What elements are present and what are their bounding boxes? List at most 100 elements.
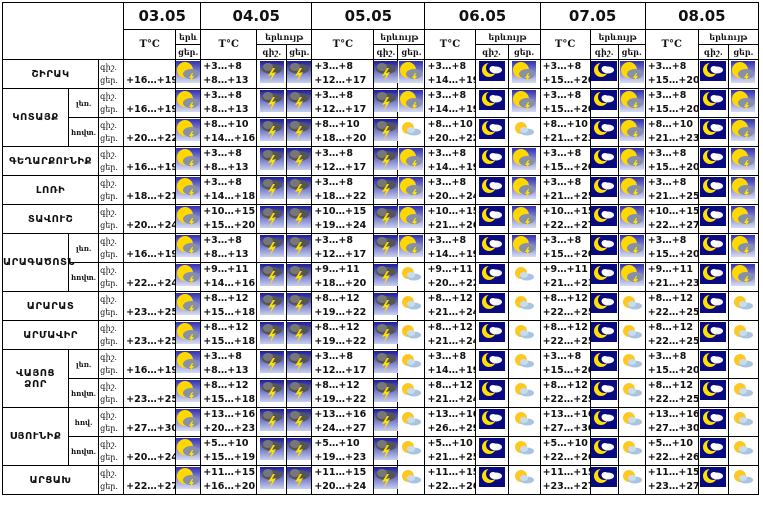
day-temp: +16…+19 bbox=[126, 365, 176, 376]
day-weather-icon-cell bbox=[727, 204, 760, 234]
table-row: ՍՅՈՒՆԻՔ հով. գիշ. ցեր. +27…+30 +13…+16 +20…+23… bbox=[1, 407, 760, 466]
temperature-cell: +3…+8 +15…+20 bbox=[644, 88, 699, 118]
temperature-cell: +3…+8 +15…+20 bbox=[539, 349, 591, 379]
table-row: ԿՈՏԱՅՔ լեռ. գիշ. ցեր. +16…+19 +3…+8 +8…+13 +3…+… bbox=[1, 88, 760, 147]
night-weather-icon-cell bbox=[589, 88, 619, 118]
sun-cloud-icon bbox=[731, 325, 755, 346]
day-label: ցեր. bbox=[100, 482, 118, 491]
day-weather-icon-cell bbox=[286, 407, 313, 437]
sun-storm-icon bbox=[176, 90, 201, 116]
sun-cloud-icon bbox=[620, 296, 644, 317]
night-temp: +3…+8 bbox=[314, 351, 353, 362]
temperature-cell: +9…+11 +14…+16 bbox=[200, 262, 258, 292]
temperature-cell: +8…+12 +15…+18 bbox=[200, 378, 258, 408]
day-weather-icon-cell bbox=[175, 88, 202, 118]
moon-cloud-icon bbox=[700, 177, 727, 201]
day-weather-icon-cell bbox=[617, 465, 646, 495]
day-temp: +14…+16 bbox=[203, 278, 256, 289]
moon-cloud-icon bbox=[591, 61, 618, 85]
table-row: ԱՐԱՐԱՏ գիշ. ցեր. +23…+25 +8…+12 +15…+18 +8…+12… bbox=[1, 291, 760, 321]
day-weather-icon-cell bbox=[286, 117, 313, 147]
night-temp: +3…+8 bbox=[542, 148, 582, 159]
day-temp: +14…+16 bbox=[203, 133, 256, 144]
date-header: 04.05 bbox=[200, 2, 313, 30]
sun-storm-icon bbox=[619, 148, 644, 174]
day-temp: +20…+23 bbox=[203, 423, 256, 434]
day-weather-icon-cell bbox=[286, 436, 313, 466]
temperature-cell: +10…+15 +22…+27 bbox=[644, 204, 699, 234]
moon-cloud-icon bbox=[700, 148, 727, 172]
night-temp: +8…+10 bbox=[427, 119, 473, 130]
daypart-labels: գիշ. ցեր. bbox=[98, 465, 125, 495]
night-temp: +3…+8 bbox=[647, 148, 687, 159]
sun-storm-icon bbox=[176, 177, 201, 203]
night-weather-icon-cell bbox=[474, 349, 509, 379]
day-temp: +22…+26 bbox=[647, 452, 699, 463]
day-temp: +18…+20 bbox=[314, 278, 367, 289]
day-weather-icon-cell bbox=[507, 146, 541, 176]
day-weather-icon-cell bbox=[175, 436, 202, 466]
day-weather-icon-cell bbox=[175, 465, 202, 495]
day-temp: +22…+25 bbox=[647, 336, 699, 347]
night-weather-icon-cell bbox=[697, 233, 729, 263]
moon-cloud-icon bbox=[591, 409, 618, 433]
subregion-label: լեռ. bbox=[68, 349, 100, 379]
temperature-header: T°C bbox=[644, 29, 699, 60]
night-temp: +8…+10 bbox=[314, 119, 360, 130]
day-temp: +8…+13 bbox=[203, 162, 249, 173]
moon-cloud-icon bbox=[478, 206, 505, 230]
temperature-cell: +11…+15 +16…+20 bbox=[200, 465, 258, 495]
day-weather-icon-cell bbox=[397, 233, 426, 263]
night-weather-icon-cell bbox=[589, 349, 619, 379]
night-weather-icon-cell bbox=[373, 88, 399, 118]
sun-cloud-icon bbox=[512, 412, 536, 433]
day-weather-icon-cell bbox=[617, 407, 646, 437]
day-weather-icon-cell bbox=[286, 146, 313, 176]
night-weather-icon-cell bbox=[697, 175, 729, 205]
night-temp: +8…+12 bbox=[314, 293, 360, 304]
day-temp: +15…+20 bbox=[647, 249, 699, 260]
day-weather-icon-cell bbox=[617, 378, 646, 408]
temperature-cell: +10…+15 +22…+27 bbox=[539, 204, 591, 234]
night-temp: +10…+15 bbox=[203, 206, 256, 217]
temperature-cell: +8…+12 +21…+24 bbox=[424, 320, 476, 350]
temperature-cell: +3…+8 +14…+19 bbox=[424, 233, 476, 263]
night-weather-icon-cell bbox=[697, 320, 729, 350]
night-weather-icon-cell bbox=[256, 407, 288, 437]
day-header: ցեր. bbox=[397, 44, 426, 60]
day-weather-icon-cell bbox=[286, 378, 313, 408]
night-header: գիշ. bbox=[373, 44, 399, 60]
temperature-cell: +9…+11 +21…+23 bbox=[644, 262, 699, 292]
day-weather-icon-cell bbox=[727, 59, 760, 89]
night-weather-icon-cell bbox=[373, 291, 399, 321]
night-temp: +3…+8 bbox=[427, 351, 467, 362]
night-weather-icon-cell bbox=[589, 59, 619, 89]
day-label: ցեր. bbox=[100, 163, 118, 172]
night-label: գիշ. bbox=[100, 63, 117, 72]
sun-storm-icon bbox=[399, 177, 424, 203]
day-temp: +15…+19 bbox=[203, 452, 256, 463]
day-temp: +21…+24 bbox=[427, 394, 475, 405]
night-weather-icon-cell bbox=[474, 291, 509, 321]
day-weather-icon-cell bbox=[507, 320, 541, 350]
moon-cloud-icon bbox=[591, 380, 618, 404]
day-weather-icon-cell bbox=[617, 117, 646, 147]
day-temp: +19…+22 bbox=[314, 336, 367, 347]
sun-storm-icon bbox=[176, 409, 201, 435]
day-temp: +18…+22 bbox=[314, 191, 367, 202]
sun-cloud-icon bbox=[399, 470, 423, 491]
day-weather-icon-cell bbox=[397, 436, 426, 466]
sun-storm-icon bbox=[176, 380, 201, 406]
day-temp: +19…+23 bbox=[314, 452, 367, 463]
day-temp: +19…+22 bbox=[314, 307, 367, 318]
day-temp: +21…+24 bbox=[427, 336, 475, 347]
day-weather-icon-cell bbox=[286, 175, 313, 205]
moon-cloud-icon bbox=[478, 467, 505, 491]
day-weather-icon-cell bbox=[507, 436, 541, 466]
night-temp: +5…+10 bbox=[647, 438, 693, 449]
night-weather-icon-cell bbox=[256, 436, 288, 466]
moon-cloud-icon bbox=[591, 206, 618, 230]
sun-cloud-icon bbox=[731, 470, 755, 491]
temperature-cell: +5…+10 +22…+26 bbox=[644, 436, 699, 466]
day-temp: +22…+26 bbox=[427, 481, 475, 492]
